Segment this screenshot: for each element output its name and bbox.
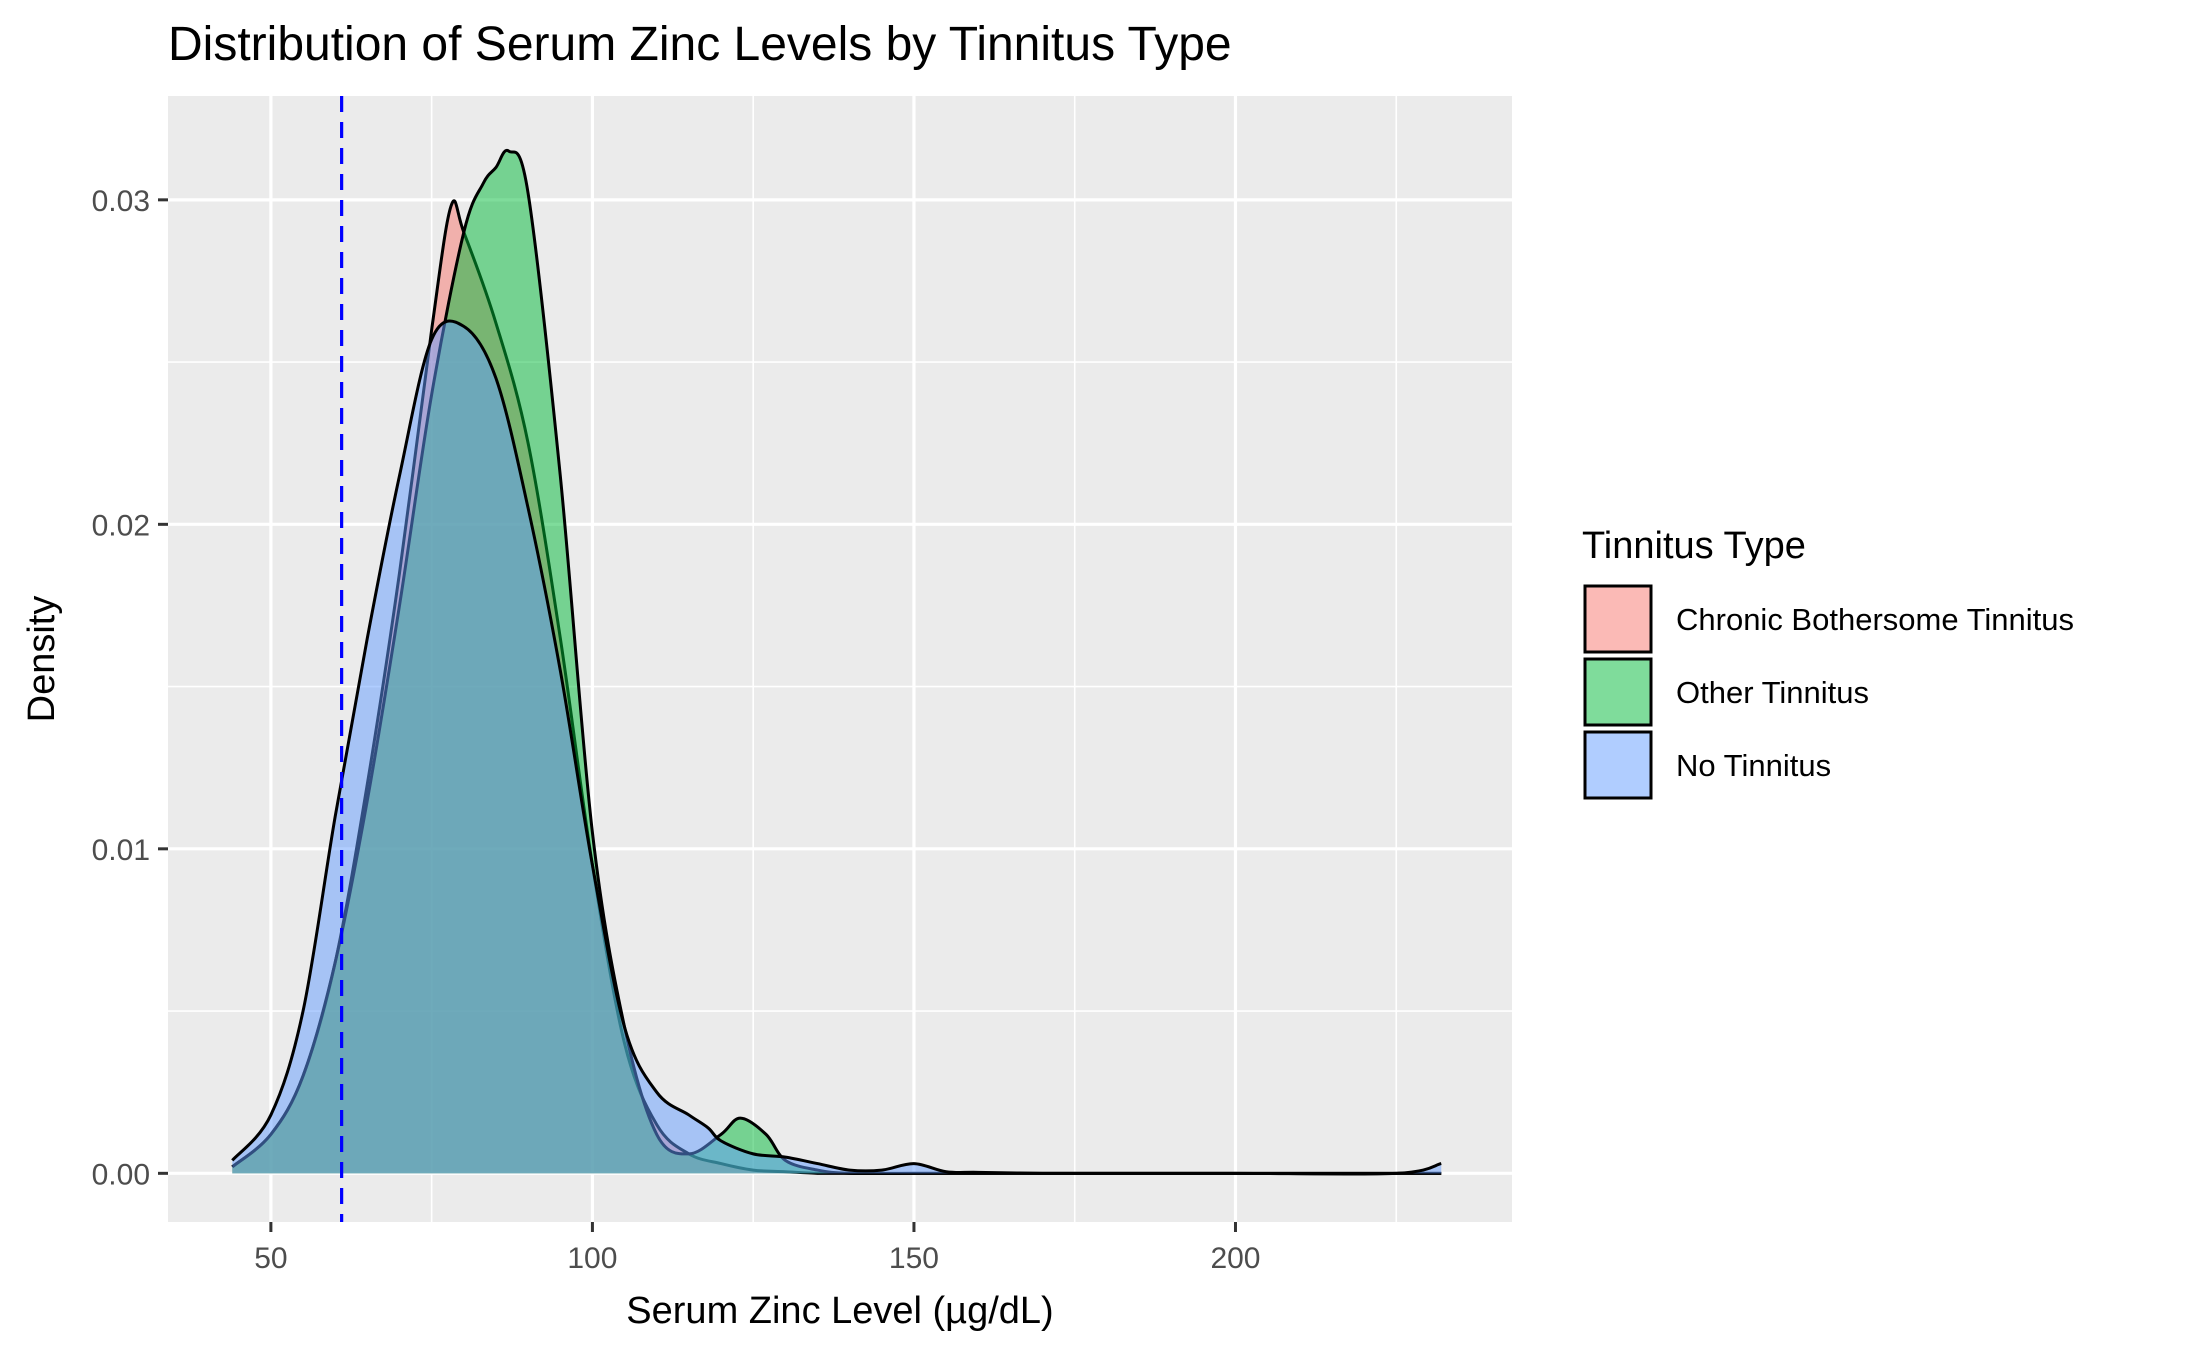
y-axis: 0.00 0.01 0.02 0.03 [92,185,168,1191]
legend-key-chronic-bothersome-tinnitus [1583,584,1653,654]
x-axis: 50 100 150 200 [254,1222,1261,1275]
legend-key-no-tinnitus [1583,730,1653,800]
x-tick-label: 150 [889,1242,939,1275]
y-tick-label: 0.03 [92,185,150,218]
x-tick-label: 200 [1210,1242,1260,1275]
y-axis-label: Density [21,596,63,723]
density-line-no-tinnitus [231,319,1442,1176]
legend-label-other-tinnitus: Other Tinnitus [1676,675,1869,710]
x-axis-label: Serum Zinc Level (µg/dL) [626,1290,1053,1332]
y-tick-label: 0.00 [92,1158,150,1191]
legend: Tinnitus Type Chronic Bothersome Tinnitu… [1582,525,2074,800]
x-tick-label: 100 [567,1242,617,1275]
y-tick-label: 0.02 [92,509,150,542]
density-series-layer [231,148,1442,1176]
legend-label-chronic-bothersome-tinnitus: Chronic Bothersome Tinnitus [1676,602,2074,637]
legend-label-no-tinnitus: No Tinnitus [1676,748,1831,783]
density-area-no-tinnitus [232,320,1442,1175]
chart-title: Distribution of Serum Zinc Levels by Tin… [168,18,1232,71]
legend-items: Chronic Bothersome Tinnitus Other Tinnitu… [1583,584,2074,800]
y-tick-label: 0.01 [92,834,150,867]
x-tick-label: 50 [254,1242,287,1275]
legend-title: Tinnitus Type [1582,525,1806,567]
legend-key-other-tinnitus [1583,657,1653,727]
